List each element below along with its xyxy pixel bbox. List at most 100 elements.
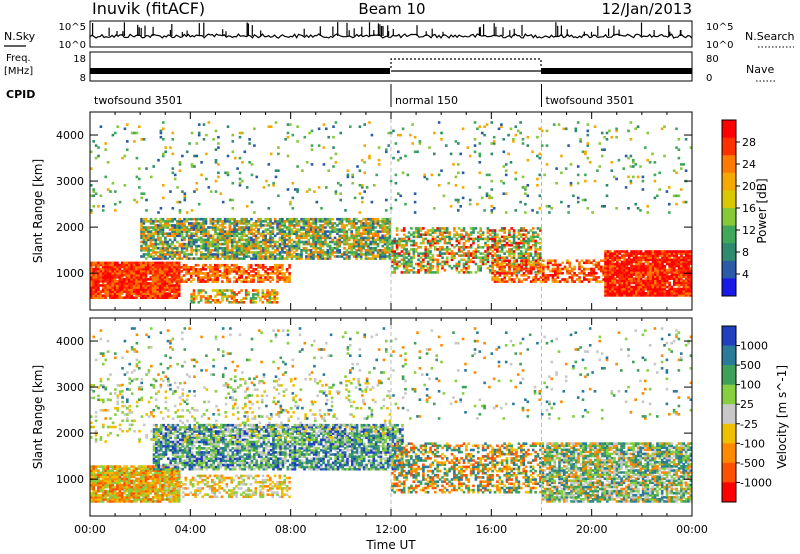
range-cell xyxy=(149,284,152,287)
range-cell xyxy=(144,226,148,229)
range-cell xyxy=(684,292,688,295)
range-cell xyxy=(97,276,100,279)
range-cell xyxy=(240,244,244,248)
range-cell xyxy=(199,251,203,254)
range-cell xyxy=(109,292,112,295)
range-cell xyxy=(649,273,652,276)
range-cell xyxy=(99,280,103,283)
range-cell xyxy=(142,240,146,244)
range-cell xyxy=(414,271,418,274)
range-cell xyxy=(340,220,344,223)
range-cell xyxy=(176,253,179,256)
range-cell xyxy=(357,234,361,238)
range-cell xyxy=(168,228,172,231)
range-cell xyxy=(192,299,196,302)
range-cell xyxy=(183,255,186,258)
range-cell xyxy=(254,253,258,256)
range-cell xyxy=(216,238,220,242)
range-cell xyxy=(332,125,335,128)
range-cell xyxy=(383,224,387,227)
range-cell xyxy=(190,244,193,248)
range-cell xyxy=(668,294,671,297)
range-cell xyxy=(486,250,490,253)
range-cell xyxy=(623,269,626,272)
range-cell xyxy=(479,252,482,255)
range-cell xyxy=(400,258,404,262)
range-cell xyxy=(625,250,629,253)
range-cell xyxy=(355,249,358,252)
range-cell xyxy=(383,217,387,221)
range-cell xyxy=(410,264,413,268)
range-cell xyxy=(176,234,179,238)
range-cell xyxy=(211,278,215,281)
range-cell xyxy=(163,265,167,269)
range-cell xyxy=(297,228,301,231)
range-cell xyxy=(104,267,107,271)
range-cell xyxy=(515,271,518,274)
range-cell xyxy=(405,243,408,247)
range-cell xyxy=(116,280,119,283)
range-cell xyxy=(118,292,122,295)
range-cell xyxy=(658,277,662,280)
range-cell xyxy=(290,244,294,248)
range-cell xyxy=(159,240,162,244)
range-cell xyxy=(190,240,193,244)
range-cell xyxy=(290,224,294,227)
range-cell xyxy=(233,217,236,221)
range-cell xyxy=(204,238,208,242)
range-cell xyxy=(171,234,174,238)
range-cell xyxy=(187,222,191,225)
range-cell xyxy=(680,260,683,264)
range-cell xyxy=(517,256,521,259)
range-cell xyxy=(520,259,523,262)
range-cell xyxy=(295,249,298,252)
range-cell xyxy=(644,258,648,262)
range-cell xyxy=(195,234,198,238)
range-cell xyxy=(283,251,287,254)
range-cell xyxy=(469,252,473,255)
range-cell xyxy=(199,236,203,240)
range-cell xyxy=(195,297,198,300)
range-cell xyxy=(240,253,244,256)
range-cell xyxy=(199,232,203,235)
range-cell xyxy=(190,253,193,256)
range-cell xyxy=(173,267,176,271)
range-cell xyxy=(460,258,463,262)
range-cell xyxy=(405,269,408,272)
range-cell xyxy=(183,251,186,254)
range-cell xyxy=(654,289,657,293)
range-cell xyxy=(512,252,516,255)
range-cell xyxy=(305,232,308,235)
range-cell xyxy=(515,267,519,271)
range-cell xyxy=(264,276,267,279)
range-cell xyxy=(637,269,640,272)
range-cell xyxy=(142,294,145,297)
range-cell xyxy=(675,283,678,287)
range-cell xyxy=(278,253,282,256)
range-cell xyxy=(139,267,143,271)
range-cell xyxy=(398,264,401,268)
range-cell xyxy=(668,262,671,266)
range-cell xyxy=(276,276,279,279)
range-cell xyxy=(101,263,105,267)
range-cell xyxy=(142,273,145,277)
range-cell xyxy=(394,142,398,145)
range-cell xyxy=(324,240,327,244)
range-cell xyxy=(680,264,683,268)
range-cell xyxy=(178,222,181,225)
range-cell xyxy=(501,278,504,281)
range-cell xyxy=(368,154,371,158)
range-cell xyxy=(269,217,272,221)
range-cell xyxy=(450,254,454,257)
range-cell xyxy=(223,255,227,258)
range-cell xyxy=(154,220,158,223)
range-cell xyxy=(161,263,164,267)
range-cell xyxy=(235,242,239,246)
range-cell xyxy=(646,287,650,291)
range-cell xyxy=(328,230,332,233)
range-cell xyxy=(120,288,124,291)
range-cell xyxy=(101,288,105,291)
range-cell xyxy=(517,265,521,269)
range-cell xyxy=(689,260,693,264)
range-cell xyxy=(376,244,380,248)
